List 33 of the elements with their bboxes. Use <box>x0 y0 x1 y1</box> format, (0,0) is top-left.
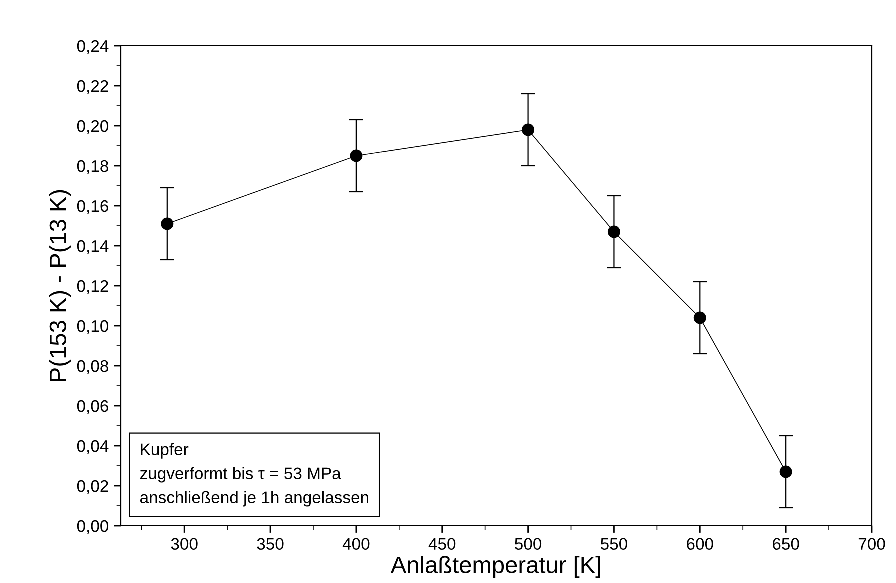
x-tick-label: 450 <box>428 538 456 550</box>
x-tick-label: 300 <box>171 538 198 550</box>
y-tick-label: 0,08 <box>77 360 108 374</box>
y-tick-label: 0,20 <box>77 120 109 134</box>
x-tick-label: 400 <box>342 538 370 550</box>
y-tick-label: 0,14 <box>77 240 109 254</box>
y-tick-label: 0,24 <box>77 40 109 54</box>
x-tick-label: 550 <box>600 538 628 550</box>
annotation: zugverformt bis τ = 53 MPa <box>140 467 342 483</box>
x-tick-label: 700 <box>858 538 886 550</box>
y-tick-label: 0,00 <box>77 520 109 534</box>
point <box>522 124 535 136</box>
point <box>608 226 620 238</box>
point <box>350 150 363 162</box>
y-tick-label: 0,10 <box>77 320 109 334</box>
point <box>694 312 706 324</box>
point <box>780 466 792 478</box>
y-tick-label: 0,18 <box>77 160 108 174</box>
point <box>161 218 174 230</box>
y-tick-label: 0,02 <box>77 480 108 494</box>
y-tick-label: 0,06 <box>77 400 108 414</box>
y-tick-label: 0,16 <box>77 200 108 214</box>
annotation: anschließend je 1h angelassen <box>140 491 368 507</box>
y-axis-title: P(153 K) - P(13 K) <box>49 190 72 382</box>
x-tick-label: 500 <box>515 538 542 550</box>
y-tick-label: 0,04 <box>77 440 109 454</box>
x-tick-label: 600 <box>687 538 714 550</box>
x-tick-label: 650 <box>773 538 800 550</box>
y-tick-label: 0,12 <box>77 280 108 294</box>
x-tick-label: 350 <box>257 538 284 550</box>
y-tick-label: 0,22 <box>77 80 108 94</box>
x-axis-title: Anlaßtemperatur [K] <box>390 556 600 578</box>
annotation: Kupfer <box>141 443 189 459</box>
